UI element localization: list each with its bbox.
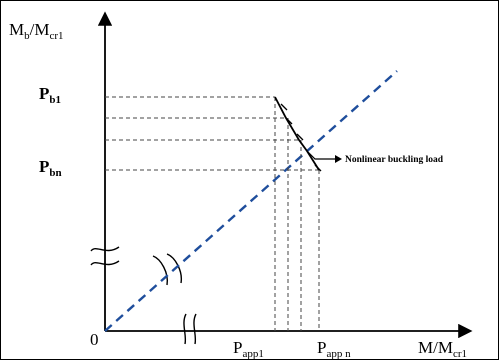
annotation-arrow (307, 151, 342, 163)
p-app1-label: Papp1 (233, 338, 264, 360)
y-axis-label: Mb/Mcr1 (9, 20, 64, 42)
horizontal-guides (105, 97, 319, 170)
p-appn-label: Papp n (317, 338, 351, 360)
diagonal-break (153, 254, 181, 285)
x-axis-break (184, 314, 196, 344)
diagonal-dashed-line (105, 71, 397, 331)
nonlinear-buckling-annotation: Nonlinear buckling load (345, 155, 444, 165)
p-bn-label: Pbn (39, 157, 62, 179)
origin-label: 0 (90, 330, 99, 349)
p-b1-label: Pb1 (39, 84, 61, 106)
vertical-guides (275, 97, 319, 331)
x-axis-label: M/Mcr1 (418, 338, 467, 360)
